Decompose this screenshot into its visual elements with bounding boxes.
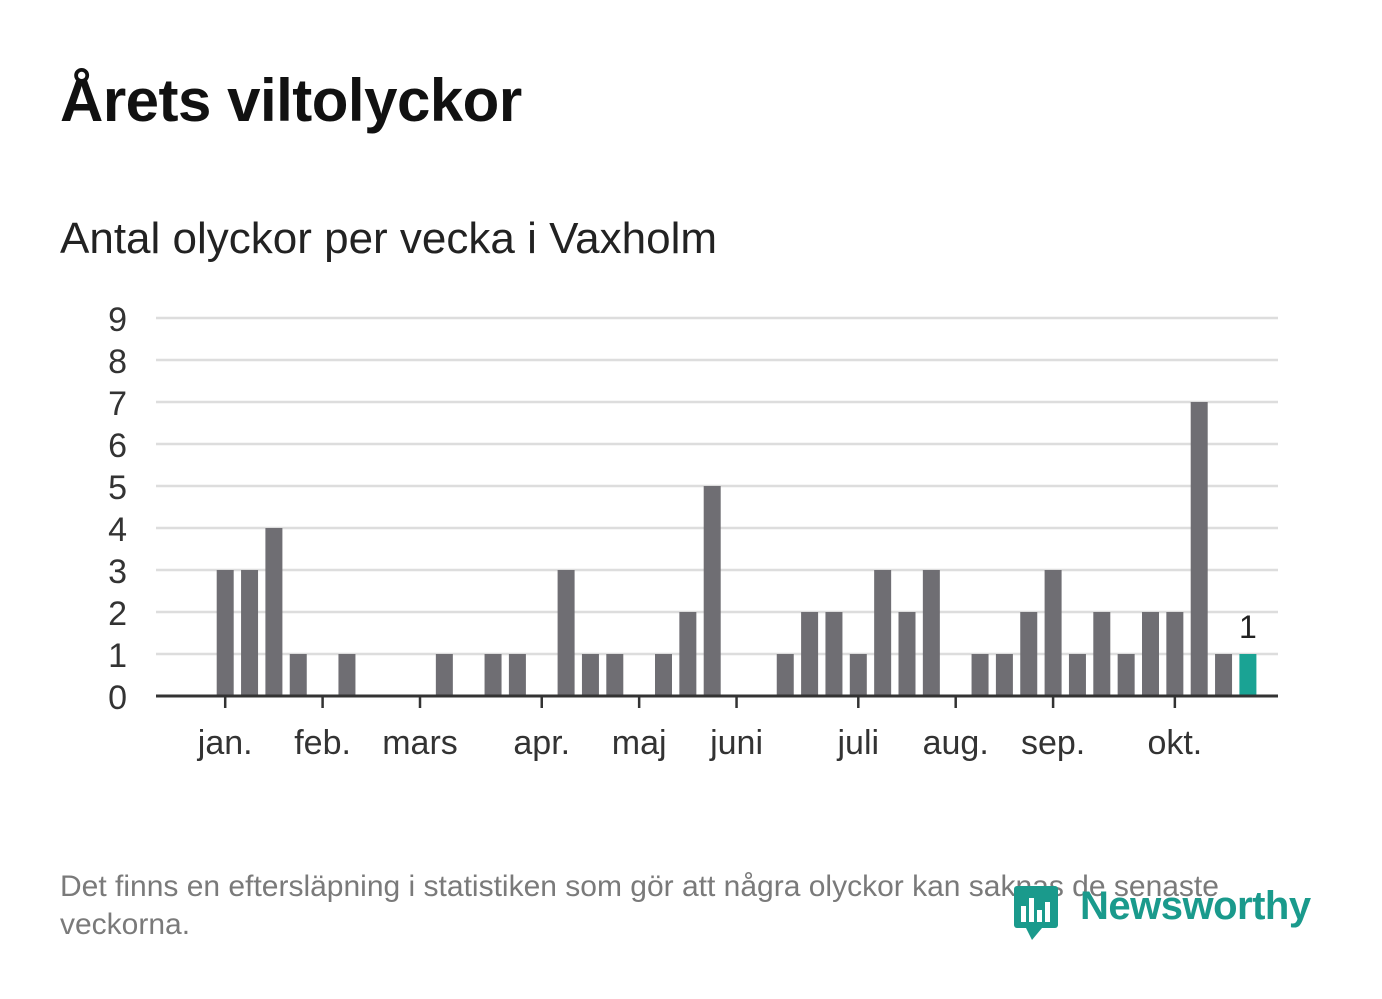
bar <box>801 612 819 696</box>
bar <box>241 570 259 696</box>
bar <box>338 654 356 696</box>
bar <box>1215 654 1233 696</box>
bar <box>825 612 843 696</box>
y-tick-label: 1 <box>108 637 127 675</box>
bar <box>703 486 721 696</box>
y-tick-label: 3 <box>108 553 127 591</box>
bar <box>971 654 989 696</box>
bar <box>1190 402 1208 696</box>
bar <box>1020 612 1038 696</box>
bar <box>1166 612 1184 696</box>
bar <box>874 570 892 696</box>
y-tick-label: 2 <box>108 595 127 633</box>
chart-title: Årets viltolyckor <box>60 67 522 134</box>
x-tick-label: jan. <box>197 724 253 762</box>
bar <box>1142 612 1159 696</box>
x-tick-label: mars <box>382 724 458 762</box>
bar <box>289 654 307 696</box>
bar <box>1093 612 1111 696</box>
highlight-bar <box>1239 654 1257 696</box>
x-tick-label: okt. <box>1147 724 1202 762</box>
bar <box>922 570 940 696</box>
brand-logo: Newsworthy <box>1012 876 1332 942</box>
y-tick-label: 6 <box>108 427 127 465</box>
bar <box>435 654 453 696</box>
x-tick-label: feb. <box>294 724 351 762</box>
bar <box>849 654 867 696</box>
highlight-data-label: 1 <box>1239 609 1257 645</box>
bar <box>1117 654 1135 696</box>
y-tick-label: 8 <box>108 343 127 381</box>
bar <box>655 654 672 696</box>
bar <box>1068 654 1086 696</box>
bar <box>484 654 502 696</box>
bar <box>898 612 916 696</box>
y-tick-label: 0 <box>108 679 127 717</box>
bar <box>606 654 624 696</box>
bar <box>508 654 526 696</box>
y-tick-label: 7 <box>108 385 127 423</box>
x-tick-label: juni <box>709 724 763 762</box>
bar <box>216 570 234 696</box>
newsworthy-logo-icon <box>1014 886 1058 940</box>
bar <box>995 654 1013 696</box>
y-tick-label: 5 <box>108 469 127 507</box>
y-tick-label: 4 <box>108 511 127 549</box>
x-tick-label: juli <box>837 724 880 762</box>
bar <box>581 654 599 696</box>
bar <box>1044 570 1062 696</box>
x-tick-label: aug. <box>923 724 989 762</box>
bar <box>679 612 697 696</box>
chart-subtitle: Antal olyckor per vecka i Vaxholm <box>60 214 718 263</box>
bar <box>776 654 794 696</box>
bar <box>265 528 283 696</box>
brand-name: Newsworthy <box>1080 884 1311 928</box>
x-tick-label: apr. <box>513 724 570 762</box>
x-tick-label: sep. <box>1021 724 1085 762</box>
bar <box>557 570 575 696</box>
y-tick-label: 9 <box>108 301 127 339</box>
x-tick-label: maj <box>612 724 667 762</box>
